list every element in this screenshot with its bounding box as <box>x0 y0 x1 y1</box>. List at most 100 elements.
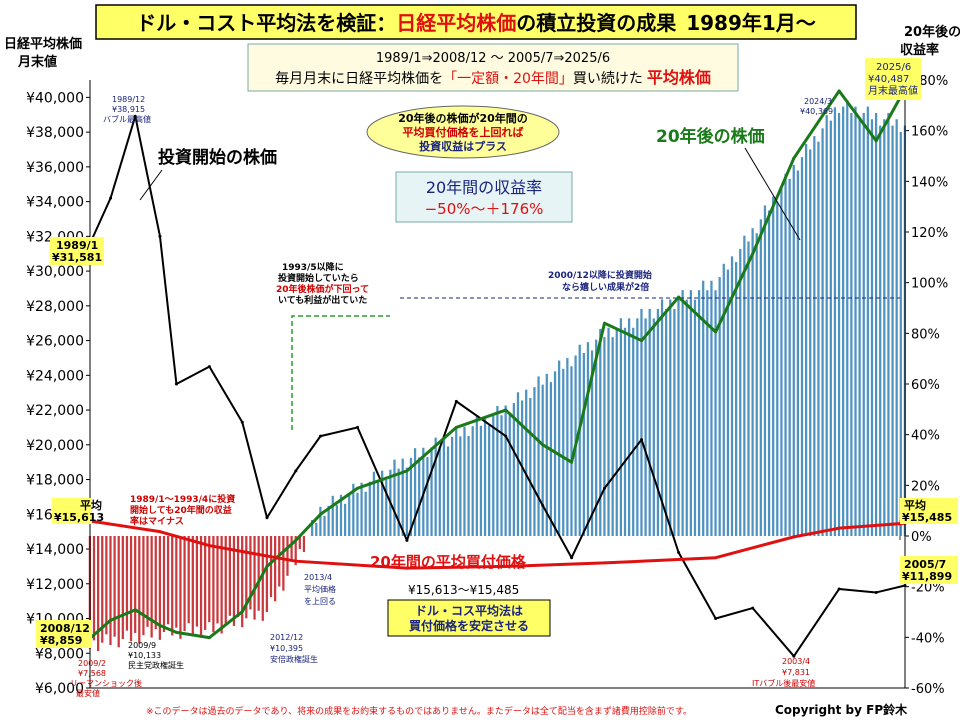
note-2000-1: 2000/12以降に投資開始 <box>548 269 652 281</box>
return-bar <box>648 308 651 536</box>
return-bar <box>488 425 491 536</box>
return-range-title: 20年間の収益率 <box>426 178 542 197</box>
series-point-1 <box>570 556 574 560</box>
right-tick-label: 140% <box>911 175 948 190</box>
series-point-3 <box>294 559 298 563</box>
left-axis-subtitle: 月末値 <box>17 54 57 70</box>
bubble-line-2: 平均買付価格を上回れば <box>403 125 524 139</box>
dca-box <box>387 599 551 637</box>
title-box <box>95 4 857 40</box>
series-point-1 <box>133 114 137 118</box>
left-tick-label: ¥14,000 <box>26 542 84 558</box>
return-bar <box>298 536 301 550</box>
return-bar <box>434 437 437 536</box>
left-tick-label: ¥12,000 <box>26 577 84 593</box>
series-point-1 <box>792 654 796 658</box>
return-bar <box>755 233 758 536</box>
return-bar <box>253 536 256 620</box>
series-point-2 <box>570 460 574 464</box>
series-point-1 <box>504 434 508 438</box>
left-tick-label: ¥8,000 <box>35 646 84 662</box>
avg-right-title: 平均 <box>904 498 926 512</box>
return-bar <box>175 536 178 628</box>
return-bar <box>570 366 573 536</box>
disclaimer: ※このデータは過去のデータであり、将来の成果をお約束するものではありません。また… <box>146 705 692 717</box>
return-bar <box>339 494 343 536</box>
return-bar <box>780 187 783 536</box>
left-tick-label: ¥18,000 <box>26 473 84 489</box>
return-bar <box>669 299 672 536</box>
peak-2025-date: 2025/6 <box>876 62 911 73</box>
right-tick-label: 20% <box>911 479 940 494</box>
note-1989-1: 1989/1〜1993/4に投資 <box>130 493 235 505</box>
return-bar <box>171 536 174 636</box>
return-bar <box>792 164 795 536</box>
low-2009-value: ¥7,568 <box>78 669 106 678</box>
return-bar <box>286 536 289 576</box>
return-bar <box>117 536 120 648</box>
right-tick-label: 120% <box>911 226 948 241</box>
return-range-box <box>395 171 573 223</box>
return-bar <box>290 536 293 561</box>
cross-note-2: を上回る <box>304 597 336 606</box>
return-bar <box>702 280 705 536</box>
return-bar <box>508 413 511 536</box>
start-date: 1989/1 <box>56 239 98 252</box>
low-2009-note: リーマンショック後 <box>70 678 142 688</box>
left-tick-label: ¥40,000 <box>26 90 84 106</box>
right-tick-label: 40% <box>911 429 940 444</box>
series-point-3 <box>603 561 607 565</box>
return-bar <box>208 536 211 623</box>
return-bar <box>249 536 252 610</box>
it-value: ¥7,831 <box>782 668 810 677</box>
series-point-2 <box>265 564 269 568</box>
return-bar <box>162 536 166 633</box>
return-bar <box>632 327 635 536</box>
return-bar <box>372 471 376 536</box>
return-bar <box>343 503 347 536</box>
return-bar <box>409 457 413 536</box>
return-bar <box>862 112 865 536</box>
series-point-1 <box>319 434 323 438</box>
left-tick-label: ¥26,000 <box>26 334 84 350</box>
return-bar <box>759 219 762 537</box>
return-bar <box>220 536 223 634</box>
return-bar <box>479 425 483 536</box>
it-note: ITバブル後最安値 <box>752 678 815 688</box>
abe-date: 2012/12 <box>270 633 303 642</box>
return-bar <box>529 397 532 536</box>
return-bar <box>483 416 487 536</box>
series-point-2 <box>454 425 458 429</box>
right-axis-ticks: 180%160%140%120%100%80%60%40%20%0%-20%-4… <box>905 74 948 697</box>
return-bar <box>385 479 388 536</box>
end-2005-callout <box>900 556 958 584</box>
return-bar <box>821 128 824 536</box>
return-bar <box>866 106 869 536</box>
series-point-2 <box>677 295 681 299</box>
return-bar <box>644 318 647 536</box>
series-point-1 <box>294 469 298 473</box>
note-1989-2: 開始しても20年間の収益 <box>130 504 232 516</box>
return-bar <box>586 342 590 536</box>
return-bar <box>467 435 470 536</box>
note-1993-1: 1993/5以降に <box>282 261 344 273</box>
right-tick-label: -20% <box>911 581 945 596</box>
return-bar <box>858 119 861 537</box>
return-bar <box>154 536 157 630</box>
series-point-2 <box>356 486 360 490</box>
series-point-1 <box>603 486 607 490</box>
return-bar <box>446 446 450 536</box>
series-point-1 <box>174 382 178 386</box>
return-bar <box>302 536 306 553</box>
return-bar <box>751 228 754 536</box>
return-bar <box>327 505 330 536</box>
return-bar <box>224 536 227 625</box>
return-bar <box>665 308 668 536</box>
return-bar <box>776 201 779 536</box>
return-bar <box>619 318 623 536</box>
return-bar <box>348 493 351 536</box>
return-bar <box>92 536 96 641</box>
return-bar <box>265 536 269 612</box>
return-bar <box>315 522 318 536</box>
return-bar <box>541 384 544 536</box>
